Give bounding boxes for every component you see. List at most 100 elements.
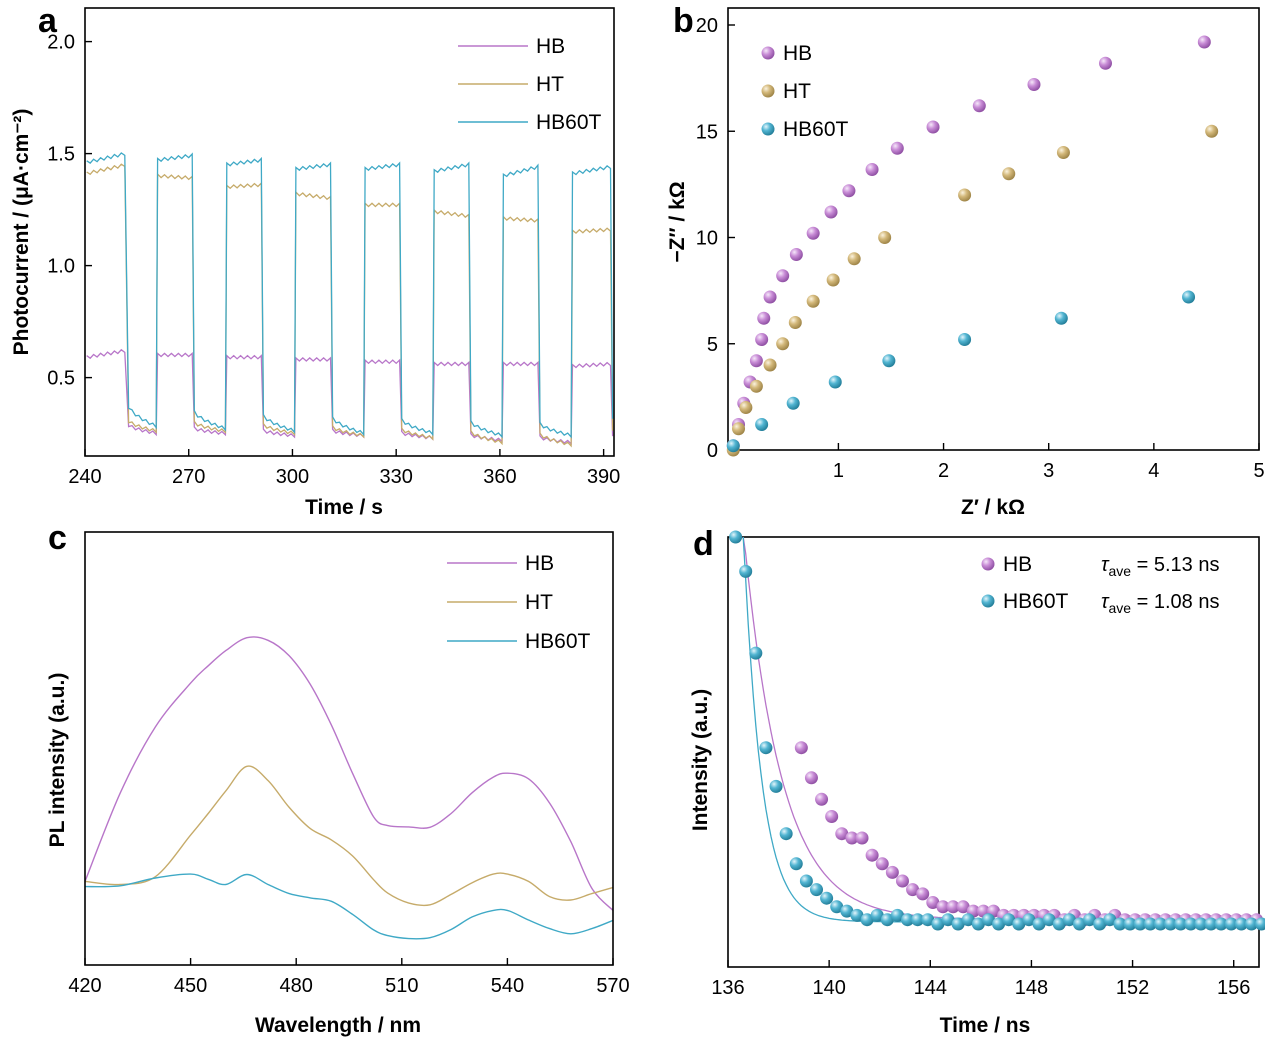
legend-label-hb: HB xyxy=(783,42,812,65)
data-point-hb60t xyxy=(1255,917,1265,931)
data-point-ht xyxy=(1056,146,1070,159)
data-point-hb xyxy=(776,269,790,283)
legend-marker-hb xyxy=(981,557,995,571)
data-point-hb60t xyxy=(1182,290,1196,304)
data-point-hb60t xyxy=(828,375,842,389)
data-point-hb60t xyxy=(931,917,945,931)
panel-c-x-tick-label: 540 xyxy=(491,975,524,997)
panel-d-x-title: Time / ns xyxy=(940,1014,1031,1037)
data-point-hb xyxy=(815,792,829,806)
legend-label-hb60t: HB60T xyxy=(536,111,602,134)
data-point-ht xyxy=(958,188,972,202)
data-point-hb60t xyxy=(1042,913,1056,927)
data-point-ht xyxy=(749,379,763,393)
data-point-hb60t xyxy=(1083,913,1097,927)
panel-b-y-title: −Z″ / kΩ xyxy=(666,181,689,262)
legend-label-hb: HB xyxy=(536,35,565,58)
data-point-hb60t xyxy=(1032,917,1046,931)
data-point-hb60t xyxy=(755,418,769,431)
data-point-hb xyxy=(956,900,970,914)
data-point-hb60t xyxy=(1204,917,1218,931)
data-point-hb60t xyxy=(1174,917,1188,931)
data-point-hb xyxy=(916,887,930,901)
panel-a-y-tick-label: 1.5 xyxy=(47,144,75,166)
tau-annotation-hb: τave = 5.13 ns xyxy=(1101,554,1219,579)
data-point-ht xyxy=(878,231,892,244)
data-point-hb xyxy=(806,226,820,240)
series-line-hb xyxy=(86,348,614,446)
panel-c-pl-chart: 420 450 480 510 540 570 Wavelength / nm PL in… xyxy=(46,531,630,1037)
data-point-hb xyxy=(865,163,879,176)
data-point-hb60t xyxy=(850,908,864,922)
data-point-hb60t xyxy=(1194,917,1208,931)
panel-b-x-title: Z′ / kΩ xyxy=(961,496,1025,519)
legend-marker-hb60t xyxy=(761,122,775,136)
data-point-hb60t xyxy=(786,396,800,410)
panel-d-legend: HB HB60T τave = 5.13 ns τave = 1.08 ns xyxy=(981,553,1219,616)
panel-b-frame xyxy=(727,7,1260,451)
data-point-hb60t xyxy=(1133,917,1147,931)
panel-a-y-title: Photocurrent / (μA·cm⁻²) xyxy=(10,109,33,356)
data-point-hb xyxy=(875,857,889,871)
data-point-hb60t xyxy=(1123,917,1137,931)
data-point-hb xyxy=(1197,35,1211,49)
data-point-hb60t xyxy=(749,646,763,660)
data-point-ht xyxy=(847,252,861,266)
data-point-ht xyxy=(826,273,840,287)
data-point-ht xyxy=(1205,124,1219,138)
panel-c-x-tick-label: 570 xyxy=(596,975,629,997)
data-point-ht xyxy=(1002,167,1016,181)
data-point-hb xyxy=(1027,78,1041,91)
data-point-hb xyxy=(926,896,940,909)
panel-b-impedance-chart: 1 2 3 4 5 0 5 10 15 20 Z′ / kΩ −Z″ / kΩ HB HT HB60T xyxy=(666,7,1265,519)
legend-label-hb60t: HB60T xyxy=(783,118,849,141)
panel-a-x-tick-label: 240 xyxy=(68,466,101,488)
legend-marker-hb60t xyxy=(981,594,995,608)
data-point-hb60t xyxy=(1244,917,1258,931)
data-point-hb60t xyxy=(1143,917,1157,931)
data-point-ht xyxy=(806,294,820,308)
data-point-hb xyxy=(926,120,940,134)
panel-c-frame xyxy=(84,531,614,966)
panel-a-letter: a xyxy=(38,2,58,40)
data-point-hb xyxy=(895,874,909,888)
data-point-hb60t xyxy=(901,913,915,927)
data-point-hb60t xyxy=(1214,917,1228,931)
data-point-hb xyxy=(824,205,838,219)
legend-label-hb: HB xyxy=(525,552,554,575)
panel-c-y-title: PL intensity (a.u.) xyxy=(46,673,69,848)
data-point-hb60t xyxy=(840,904,854,918)
data-point-hb xyxy=(804,771,818,785)
data-point-hb60t xyxy=(726,439,740,453)
data-point-hb xyxy=(972,99,986,113)
panel-d-x-tick-label: 136 xyxy=(711,977,744,999)
data-point-hb xyxy=(794,741,808,755)
panel-d-x-tick-label: 152 xyxy=(1116,977,1149,999)
data-point-hb60t xyxy=(1224,917,1238,931)
data-point-hb60t xyxy=(880,913,894,927)
data-point-hb60t xyxy=(1052,917,1066,931)
panel-d-x-tick-label: 148 xyxy=(1015,977,1048,999)
panel-a-x-tick-label: 390 xyxy=(587,466,620,488)
panel-a-x-tick-label: 270 xyxy=(172,466,205,488)
data-point-hb60t xyxy=(961,913,975,927)
panel-a-series xyxy=(86,152,614,448)
series-line-hb60t xyxy=(84,873,614,940)
panel-d-y-title: Intensity (a.u.) xyxy=(689,689,712,831)
data-point-hb60t xyxy=(810,883,823,897)
legend-label-hb60t: HB60T xyxy=(525,630,591,653)
panel-d-series xyxy=(729,530,1265,931)
series-line-hb60t xyxy=(86,152,614,439)
data-point-hb xyxy=(906,883,920,897)
data-point-hb xyxy=(855,831,869,845)
panel-a-x-tick-label: 300 xyxy=(276,466,309,488)
data-point-hb60t xyxy=(921,913,935,927)
panel-a-frame xyxy=(84,7,615,457)
data-point-hb60t xyxy=(1184,917,1198,931)
panel-a-x-tick-label: 360 xyxy=(483,466,516,488)
legend-marker-ht xyxy=(761,84,775,98)
data-point-hb xyxy=(763,290,777,304)
panel-b-x-tick-label: 5 xyxy=(1253,460,1264,482)
data-point-hb xyxy=(842,184,856,198)
data-point-hb60t xyxy=(759,741,773,755)
